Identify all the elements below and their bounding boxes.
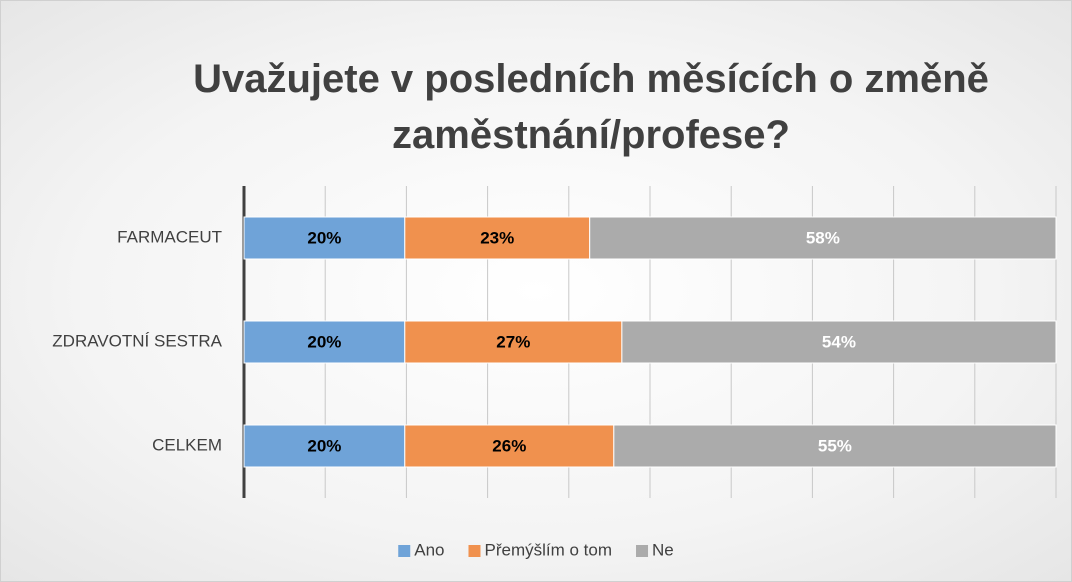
data-label: 23%	[480, 228, 514, 247]
legend-swatch	[398, 545, 411, 557]
data-label: 20%	[307, 436, 341, 455]
data-label: 20%	[307, 332, 341, 351]
y-tick-label: ZDRAVOTNÍ SESTRA	[52, 331, 222, 350]
bar-segment	[589, 216, 1057, 260]
bar-segment	[404, 424, 615, 468]
legend-label: Ano	[414, 540, 444, 559]
bar-segment	[243, 216, 406, 260]
legend-label: Ne	[652, 540, 674, 559]
y-tick-label: CELKEM	[152, 435, 222, 454]
bar-segment	[613, 424, 1057, 468]
data-label: 58%	[806, 228, 840, 247]
y-tick-label: FARMACEUT	[117, 227, 222, 246]
bar-segment	[243, 320, 406, 364]
chart-title: Uvažujete v posledních měsících o změně …	[193, 57, 989, 157]
legend-swatch	[636, 545, 649, 557]
bar-segment	[404, 216, 591, 260]
data-label: 26%	[492, 436, 526, 455]
bar-segment	[621, 320, 1057, 364]
legend-label: Přemýšlím o tom	[484, 540, 612, 559]
legend-swatch	[468, 545, 481, 557]
data-label: 55%	[818, 436, 852, 455]
data-label: 27%	[496, 332, 530, 351]
data-label: 20%	[307, 228, 341, 247]
data-label: 54%	[822, 332, 856, 351]
